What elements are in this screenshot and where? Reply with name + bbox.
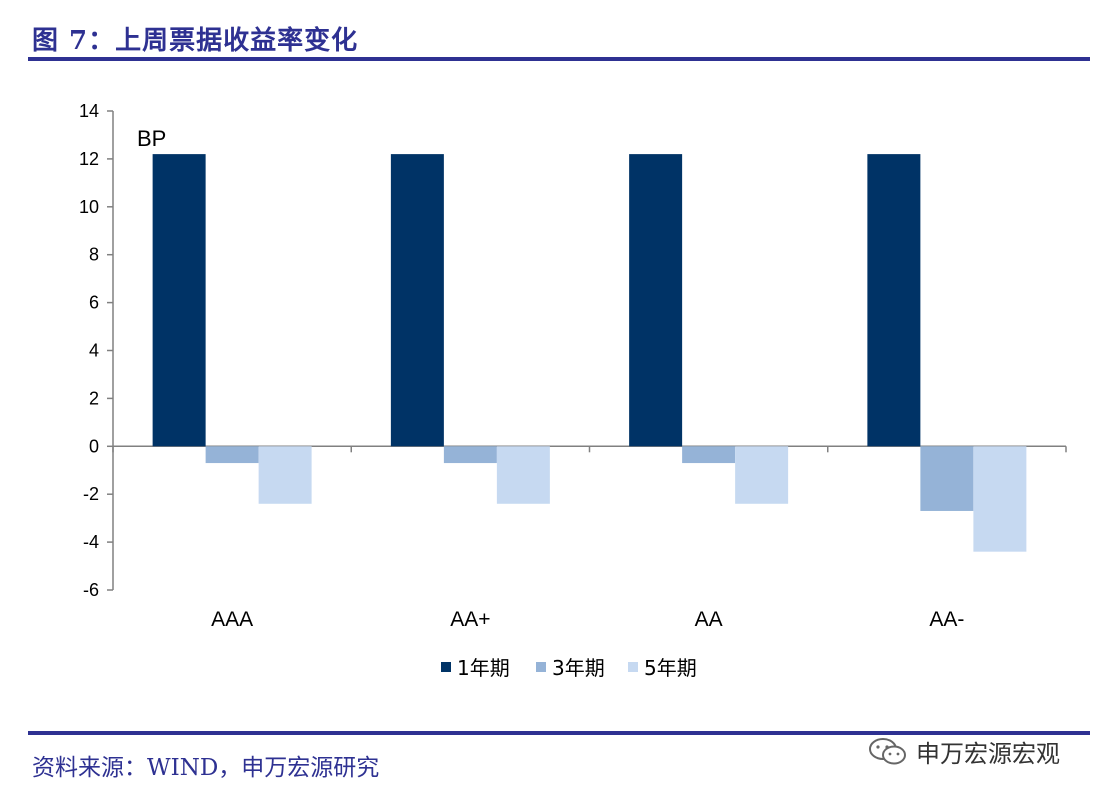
figure-title: 图 7：上周票据收益率变化 [32,26,359,56]
y-tick-label: 12 [79,149,99,169]
bar-AAA-5年期 [258,446,312,504]
legend-swatch [441,662,451,672]
source-note: 资料来源：WIND，申万宏源研究 [32,755,380,781]
y-tick-label: 2 [89,388,99,408]
y-tick-label: 10 [79,197,99,217]
y-tick-label: -6 [83,580,99,600]
legend-label: 5年期 [644,656,697,680]
bar-AA-1年期 [629,154,683,447]
bar-AAA-3年期 [205,446,259,464]
bar-AA--1年期 [867,154,921,447]
bar-AA-5年期 [735,446,789,504]
category-label: AAA [211,608,253,631]
y-tick-label: 4 [89,341,99,361]
category-label: AA+ [450,608,490,631]
bar-AA--5年期 [973,446,1027,552]
bar-AAA-1年期 [152,154,206,447]
bar-AA-3年期 [682,446,736,464]
bar-chart: -6 -4 -2 0 2 4 6 8 10 12 14 AAA AA+ AA AA- BP 1年期 3年期 5年期 [79,101,1067,680]
bar-AA+-5年期 [496,446,550,504]
unit-label: BP [137,126,166,151]
bar-AA--3年期 [920,446,974,511]
bar-AA+-1年期 [390,154,444,447]
y-tick-label: -2 [83,484,99,504]
y-tick-label: 14 [79,101,99,121]
y-tick-label: 0 [89,436,99,456]
category-label: AA- [929,608,964,631]
watermark-text: 申万宏源宏观 [916,740,1060,768]
top-divider [28,57,1090,61]
legend-label: 3年期 [552,656,605,680]
y-tick-label: -4 [83,532,99,552]
legend-label: 1年期 [457,656,510,680]
y-tick-label: 6 [89,293,99,313]
y-tick-label: 8 [89,245,99,265]
watermark: 申万宏源宏观 [868,734,1060,769]
legend-swatch [536,662,546,672]
category-label: AA [695,608,723,631]
bar-AA+-3年期 [443,446,497,464]
wechat-icon [869,737,906,764]
bottom-divider [28,731,1090,735]
legend-swatch [628,662,638,672]
